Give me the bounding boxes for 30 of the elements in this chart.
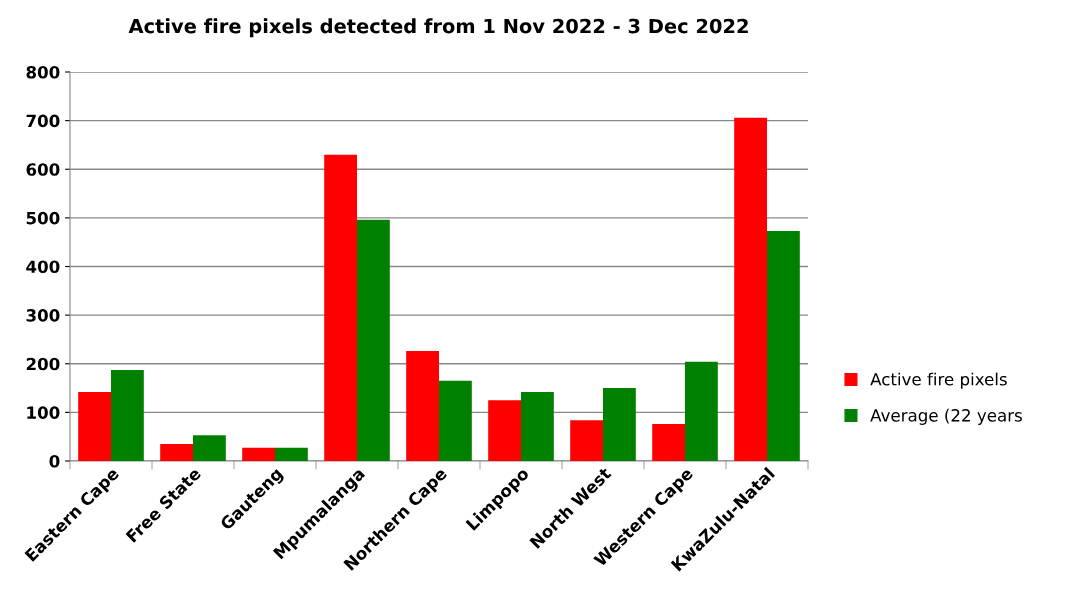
bar (242, 447, 275, 461)
bar (275, 447, 308, 461)
y-tick-label: 400 (26, 260, 60, 274)
bar (767, 231, 800, 461)
bar (78, 391, 111, 461)
y-tick-label: 600 (26, 163, 60, 176)
bar (357, 219, 390, 461)
bar (406, 351, 439, 461)
chart-title: Active fire pixels detected from 1 Nov 2022 - 3 Dec 2022 (128, 18, 748, 38)
bar (111, 370, 144, 461)
legend-label: Average (22 years (870, 408, 1022, 425)
y-tick-label: 700 (26, 114, 60, 128)
bar (685, 361, 718, 461)
bar (324, 154, 357, 461)
bar (193, 435, 226, 461)
bar (488, 400, 521, 461)
y-tick-label: 300 (26, 309, 60, 322)
y-tick-label: 800 (26, 65, 60, 79)
bar (521, 391, 554, 461)
y-tick-label: 200 (26, 357, 60, 371)
bar (160, 443, 193, 461)
bar (439, 380, 472, 461)
bar (734, 117, 767, 461)
y-tick-label: 100 (27, 406, 60, 419)
bar (652, 424, 685, 461)
bar (570, 420, 603, 461)
y-tick-label: 0 (49, 454, 60, 468)
y-tick-label: 500 (26, 211, 60, 225)
bar (603, 388, 636, 461)
legend-label: Active fire pixels (870, 372, 1007, 389)
